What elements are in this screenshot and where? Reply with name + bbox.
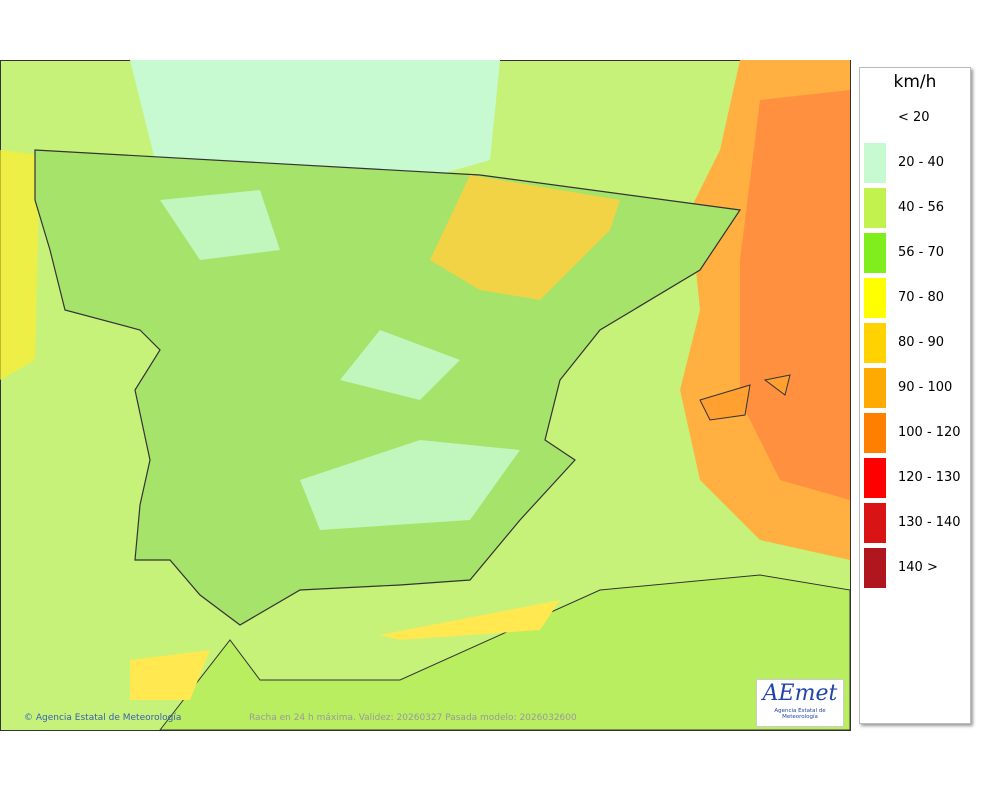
legend-label: 20 - 40	[898, 155, 945, 170]
wind-gust-map	[0, 60, 851, 731]
legend-label: 90 - 100	[898, 380, 953, 395]
logo: AEmet Agencia Estatal de Meteorología	[756, 679, 844, 727]
legend-label: 70 - 80	[898, 290, 945, 305]
legend-entry: 56 - 70	[864, 233, 968, 273]
legend-entry: 140 >	[864, 548, 968, 588]
legend-swatch	[864, 413, 886, 453]
legend-label: 140 >	[898, 560, 938, 575]
legend-label: 80 - 90	[898, 335, 945, 350]
legend-entry: 80 - 90	[864, 323, 968, 363]
legend-label: 56 - 70	[898, 245, 945, 260]
gust-area	[430, 175, 620, 300]
credit: © Agencia Estatal de Meteorología	[24, 713, 182, 723]
calm-area	[160, 190, 520, 530]
legend-entry: 130 - 140	[864, 503, 968, 543]
legend-swatch	[864, 278, 886, 318]
logo-subtitle: Agencia Estatal de Meteorología	[774, 708, 826, 720]
legend-swatch	[864, 98, 886, 138]
legend: km/h < 20 20 - 40 40 - 56 56 - 70 70 - 80 80 …	[859, 67, 971, 724]
legend-label: 100 - 120	[898, 425, 961, 440]
gust-area	[130, 600, 560, 700]
legend-swatch	[864, 143, 886, 183]
footer: Racha en 24 h máxima. Validez: 20260327 …	[249, 713, 577, 723]
legend-entry: 100 - 120	[864, 413, 968, 453]
legend-swatch	[864, 503, 886, 543]
legend-swatch	[864, 458, 886, 498]
legend-swatch	[864, 368, 886, 408]
legend-entry: < 20	[864, 98, 968, 138]
balearic-islands	[699, 374, 791, 421]
legend-unit: km/h	[893, 72, 937, 92]
legend-label: 40 - 56	[898, 200, 945, 215]
legend-swatch	[864, 233, 886, 273]
gust-area	[740, 90, 850, 500]
legend-entry: 20 - 40	[864, 143, 968, 183]
legend-entry: 90 - 100	[864, 368, 968, 408]
logo-name: AEmet	[762, 681, 838, 706]
legend-label: 120 - 130	[898, 470, 961, 485]
calm-area	[130, 60, 500, 180]
legend-entry: 70 - 80	[864, 278, 968, 318]
credit-text: Agencia Estatal de Meteorología	[35, 713, 182, 723]
legend-entry: 120 - 130	[864, 458, 968, 498]
legend-entry: 40 - 56	[864, 188, 968, 228]
legend-label: 130 - 140	[898, 515, 961, 530]
legend-label: < 20	[898, 110, 930, 125]
legend-swatch	[864, 323, 886, 363]
north-africa	[158, 574, 851, 731]
legend-swatch	[864, 548, 886, 588]
gust-area	[0, 150, 40, 380]
legend-swatch	[864, 188, 886, 228]
